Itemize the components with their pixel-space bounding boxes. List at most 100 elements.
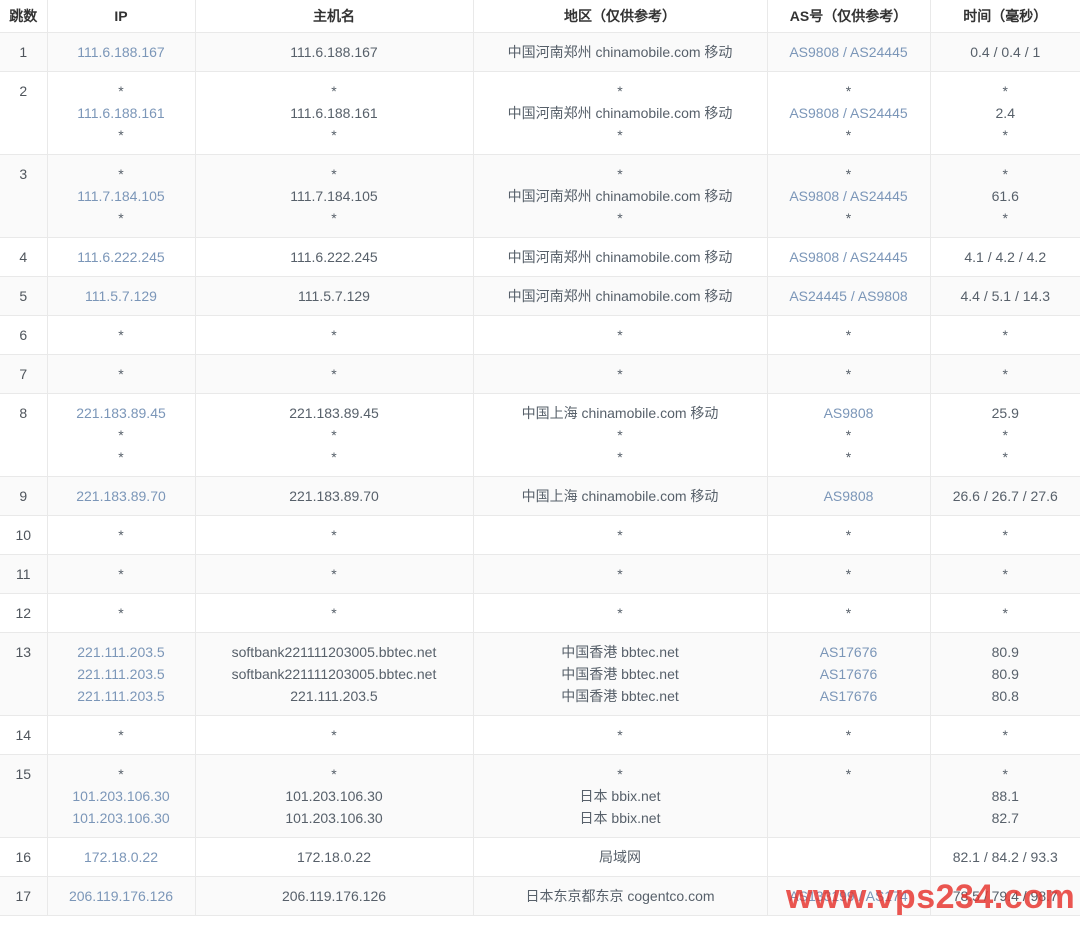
ip-link[interactable]: 101.203.106.30 xyxy=(72,788,170,804)
asn-link[interactable]: AS17676 xyxy=(819,644,878,660)
table-row: 8 221.183.89.45 * * 221.183.89.45 * * 中国上海 chin… xyxy=(0,393,1080,477)
ip-link[interactable]: 111.6.188.161 xyxy=(77,105,165,121)
asn-link[interactable]: AS9808 / AS24445 xyxy=(789,188,908,204)
ip-text: * xyxy=(118,449,124,465)
ip-link[interactable]: 101.203.106.30 xyxy=(72,810,170,826)
time-text: 80.9 xyxy=(991,644,1019,660)
hop-number: 16 xyxy=(0,837,48,877)
ip-cell: 111.6.222.245 xyxy=(47,237,196,277)
hostname-text: 221.183.89.70 xyxy=(289,488,379,504)
time-text: * xyxy=(1002,566,1008,582)
hostname-cell: 111.5.7.129 xyxy=(195,276,474,316)
ip-link[interactable]: 111.5.7.129 xyxy=(85,288,157,304)
asn-link[interactable]: AS24445 / AS9808 xyxy=(789,288,908,304)
time-text: 61.6 xyxy=(991,188,1019,204)
ip-link[interactable]: 111.6.222.245 xyxy=(77,249,165,265)
hostname-text: 111.6.222.245 xyxy=(290,249,378,265)
ip-link[interactable]: 206.119.176.126 xyxy=(68,888,174,904)
time-cell: * 88.1 82.7 xyxy=(930,754,1080,838)
ip-cell: * xyxy=(47,593,196,633)
time-text: * xyxy=(1002,127,1008,143)
ip-link[interactable]: 221.183.89.70 xyxy=(76,488,166,504)
time-cell: 0.4 / 0.4 / 1 xyxy=(930,32,1080,72)
ip-link[interactable]: 111.6.188.167 xyxy=(77,44,165,60)
asn-cell: AS9808 xyxy=(767,476,931,516)
asn-link[interactable]: AS9808 / AS24445 xyxy=(789,44,908,60)
asn-link[interactable]: AS9808 xyxy=(823,405,874,421)
ip-text: * xyxy=(118,166,124,182)
ip-text: * xyxy=(118,727,124,743)
hop-number: 7 xyxy=(0,354,48,394)
region-text: 中国河南郑州 chinamobile.com 移动 xyxy=(507,105,733,121)
region-text: * xyxy=(617,127,623,143)
region-cell: 日本东京都东京 cogentco.com xyxy=(473,876,768,916)
time-text: 0.4 / 0.4 / 1 xyxy=(970,44,1041,60)
table-row: 1 111.6.188.167 111.6.188.167 中国河南郑州 chinam… xyxy=(0,32,1080,72)
time-cell: * xyxy=(930,715,1080,755)
asn-text: * xyxy=(845,366,852,382)
asn-cell xyxy=(767,837,931,877)
ip-cell: * 111.7.184.105 * xyxy=(47,154,196,238)
hop-number: 10 xyxy=(0,515,48,555)
asn-link[interactable]: AS9808 / AS24445 xyxy=(789,249,908,265)
asn-text: * xyxy=(845,727,852,743)
region-text: * xyxy=(617,766,623,782)
asn-text: * xyxy=(845,605,852,621)
time-text: 82.1 / 84.2 / 93.3 xyxy=(952,849,1058,865)
table-row: 16 172.18.0.22 172.18.0.22 局域网 82.1 / 84.2 … xyxy=(0,837,1080,877)
hostname-text: 101.203.106.30 xyxy=(285,788,383,804)
asn-text xyxy=(772,807,926,829)
ip-link[interactable]: 221.111.203.5 xyxy=(77,666,165,682)
ip-link[interactable]: 221.111.203.5 xyxy=(77,644,165,660)
asn-cell: * AS9808 / AS24445 * xyxy=(767,154,931,238)
time-text: 2.4 xyxy=(995,105,1015,121)
asn-cell: AS17676 AS17676 AS17676 xyxy=(767,632,931,716)
hostname-text: 111.6.188.167 xyxy=(290,44,378,60)
hostname-cell: 172.18.0.22 xyxy=(195,837,474,877)
time-text: 4.4 / 5.1 / 14.3 xyxy=(960,288,1050,304)
asn-link[interactable]: AS9808 xyxy=(823,488,874,504)
ip-link[interactable]: 111.7.184.105 xyxy=(77,188,165,204)
region-text: 中国河南郑州 chinamobile.com 移动 xyxy=(507,288,733,304)
ip-text: * xyxy=(118,605,124,621)
time-text: * xyxy=(1002,83,1008,99)
hostname-cell: 221.183.89.45 * * xyxy=(195,393,474,477)
region-text: 中国河南郑州 chinamobile.com 移动 xyxy=(507,249,733,265)
region-cell: * xyxy=(473,715,768,755)
time-text: * xyxy=(1002,210,1008,226)
hostname-cell: softbank221111203005.bbtec.net softbank22… xyxy=(195,632,474,716)
region-text: 日本东京都东京 cogentco.com xyxy=(525,888,715,904)
column-header-ip: IP xyxy=(47,0,196,33)
ip-cell: * xyxy=(47,554,196,594)
asn-link[interactable]: AS17676 xyxy=(819,688,878,704)
table-row: 12 * * * * * xyxy=(0,593,1080,633)
hop-number: 2 xyxy=(0,71,48,155)
ip-text: * xyxy=(118,366,124,382)
asn-link[interactable]: AS133199 / AS174 xyxy=(789,888,908,904)
region-text: * xyxy=(617,427,623,443)
hostname-text: * xyxy=(331,427,337,443)
region-cell: 中国河南郑州 chinamobile.com 移动 xyxy=(473,276,768,316)
hostname-cell: * xyxy=(195,593,474,633)
time-cell: * 61.6 * xyxy=(930,154,1080,238)
ip-link[interactable]: 172.18.0.22 xyxy=(84,849,158,865)
hop-number: 12 xyxy=(0,593,48,633)
hostname-text: 111.5.7.129 xyxy=(298,288,370,304)
asn-cell: AS9808 / AS24445 xyxy=(767,32,931,72)
asn-cell: AS24445 / AS9808 xyxy=(767,276,931,316)
hop-number: 1 xyxy=(0,32,48,72)
asn-link[interactable]: AS17676 xyxy=(819,666,878,682)
hostname-cell: * xyxy=(195,315,474,355)
time-cell: * xyxy=(930,593,1080,633)
ip-text: * xyxy=(118,327,124,343)
site-watermark: www.vps234.com xyxy=(786,878,1076,916)
ip-cell: 221.111.203.5 221.111.203.5 221.111.203.5 xyxy=(47,632,196,716)
ip-link[interactable]: 221.111.203.5 xyxy=(77,688,165,704)
column-header-time: 时间（毫秒） xyxy=(930,0,1080,33)
time-text: 25.9 xyxy=(991,405,1019,421)
ip-link[interactable]: 221.183.89.45 xyxy=(76,405,166,421)
region-text: 日本 bbix.net xyxy=(579,788,661,804)
asn-text: * xyxy=(845,527,852,543)
asn-link[interactable]: AS9808 / AS24445 xyxy=(789,105,908,121)
